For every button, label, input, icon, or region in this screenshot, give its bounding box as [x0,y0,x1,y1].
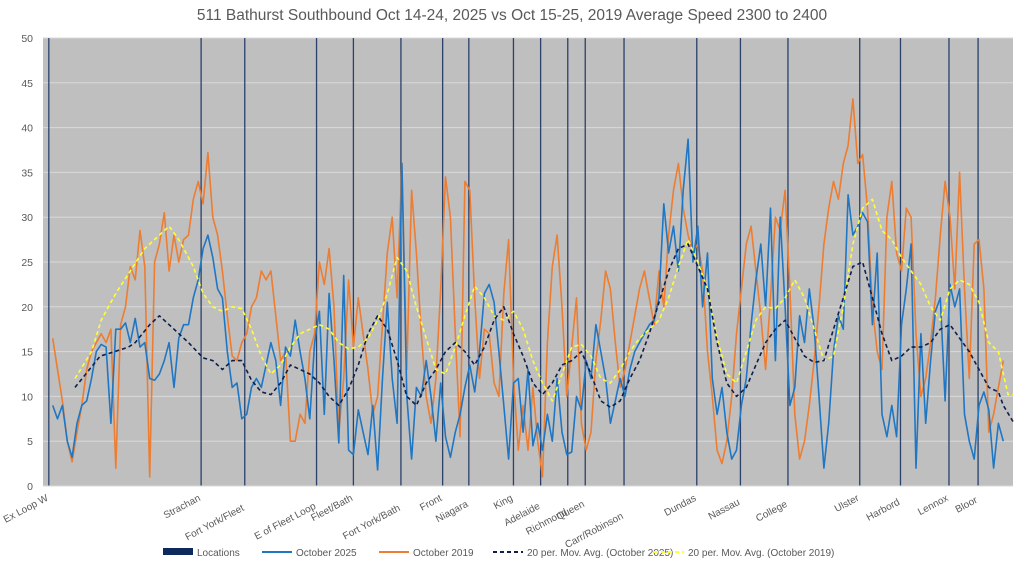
y-tick-label: 30 [21,212,33,224]
location-label: Queen [555,499,587,523]
legend-swatch-locations [163,548,193,555]
location-label: College [754,499,789,525]
location-label: Dundas [663,493,699,519]
y-tick-label: 40 [21,123,33,135]
location-label: Strachan [162,493,203,522]
legend-label: 20 per. Mov. Avg. (October 2025) [527,548,673,559]
location-label: Harbord [865,497,902,524]
y-axis-ticks: 0 5 10 15 20 25 30 35 40 45 50 [21,33,33,493]
location-lines [48,38,979,486]
legend-label: Locations [197,548,240,559]
location-label: Carr/Robinson [563,511,625,551]
y-tick-label: 5 [27,436,33,448]
location-label: Lennox [916,493,950,518]
location-label: Ulster [833,493,862,515]
series-line-october-2025 [51,138,1005,471]
legend-label: October 2025 [296,548,357,559]
series-line-ma-2025 [74,243,1014,422]
y-tick-label: 20 [21,302,33,314]
location-label: Front [418,493,444,514]
y-tick-label: 10 [21,391,33,403]
location-label: King [492,493,515,512]
series-line-october-2019 [51,98,1005,478]
location-label: Nassau [707,497,742,523]
gridlines [43,37,1013,442]
y-tick-label: 15 [21,347,33,359]
y-tick-label: 25 [21,257,33,269]
legend: Locations October 2025 October 2019 20 per.… [163,548,834,559]
series-line-ma-2019 [74,198,1013,402]
y-tick-label: 50 [21,33,33,45]
y-tick-label: 0 [27,481,33,493]
location-label: Ex Loop W [2,493,51,526]
location-label: Bloor [954,495,980,516]
location-label: Fort York/Fleet [184,503,247,543]
location-label: Fort York/Bath [341,503,402,542]
y-tick-label: 35 [21,167,33,179]
legend-label: 20 per. Mov. Avg. (October 2019) [688,548,834,559]
series-lines [51,98,1014,478]
chart-title: 511 Bathurst Southbound Oct 14-24, 2025 … [197,7,828,24]
y-tick-label: 45 [21,78,33,90]
legend-label: October 2019 [413,548,474,559]
location-label: E of Fleet Loop [253,501,318,543]
